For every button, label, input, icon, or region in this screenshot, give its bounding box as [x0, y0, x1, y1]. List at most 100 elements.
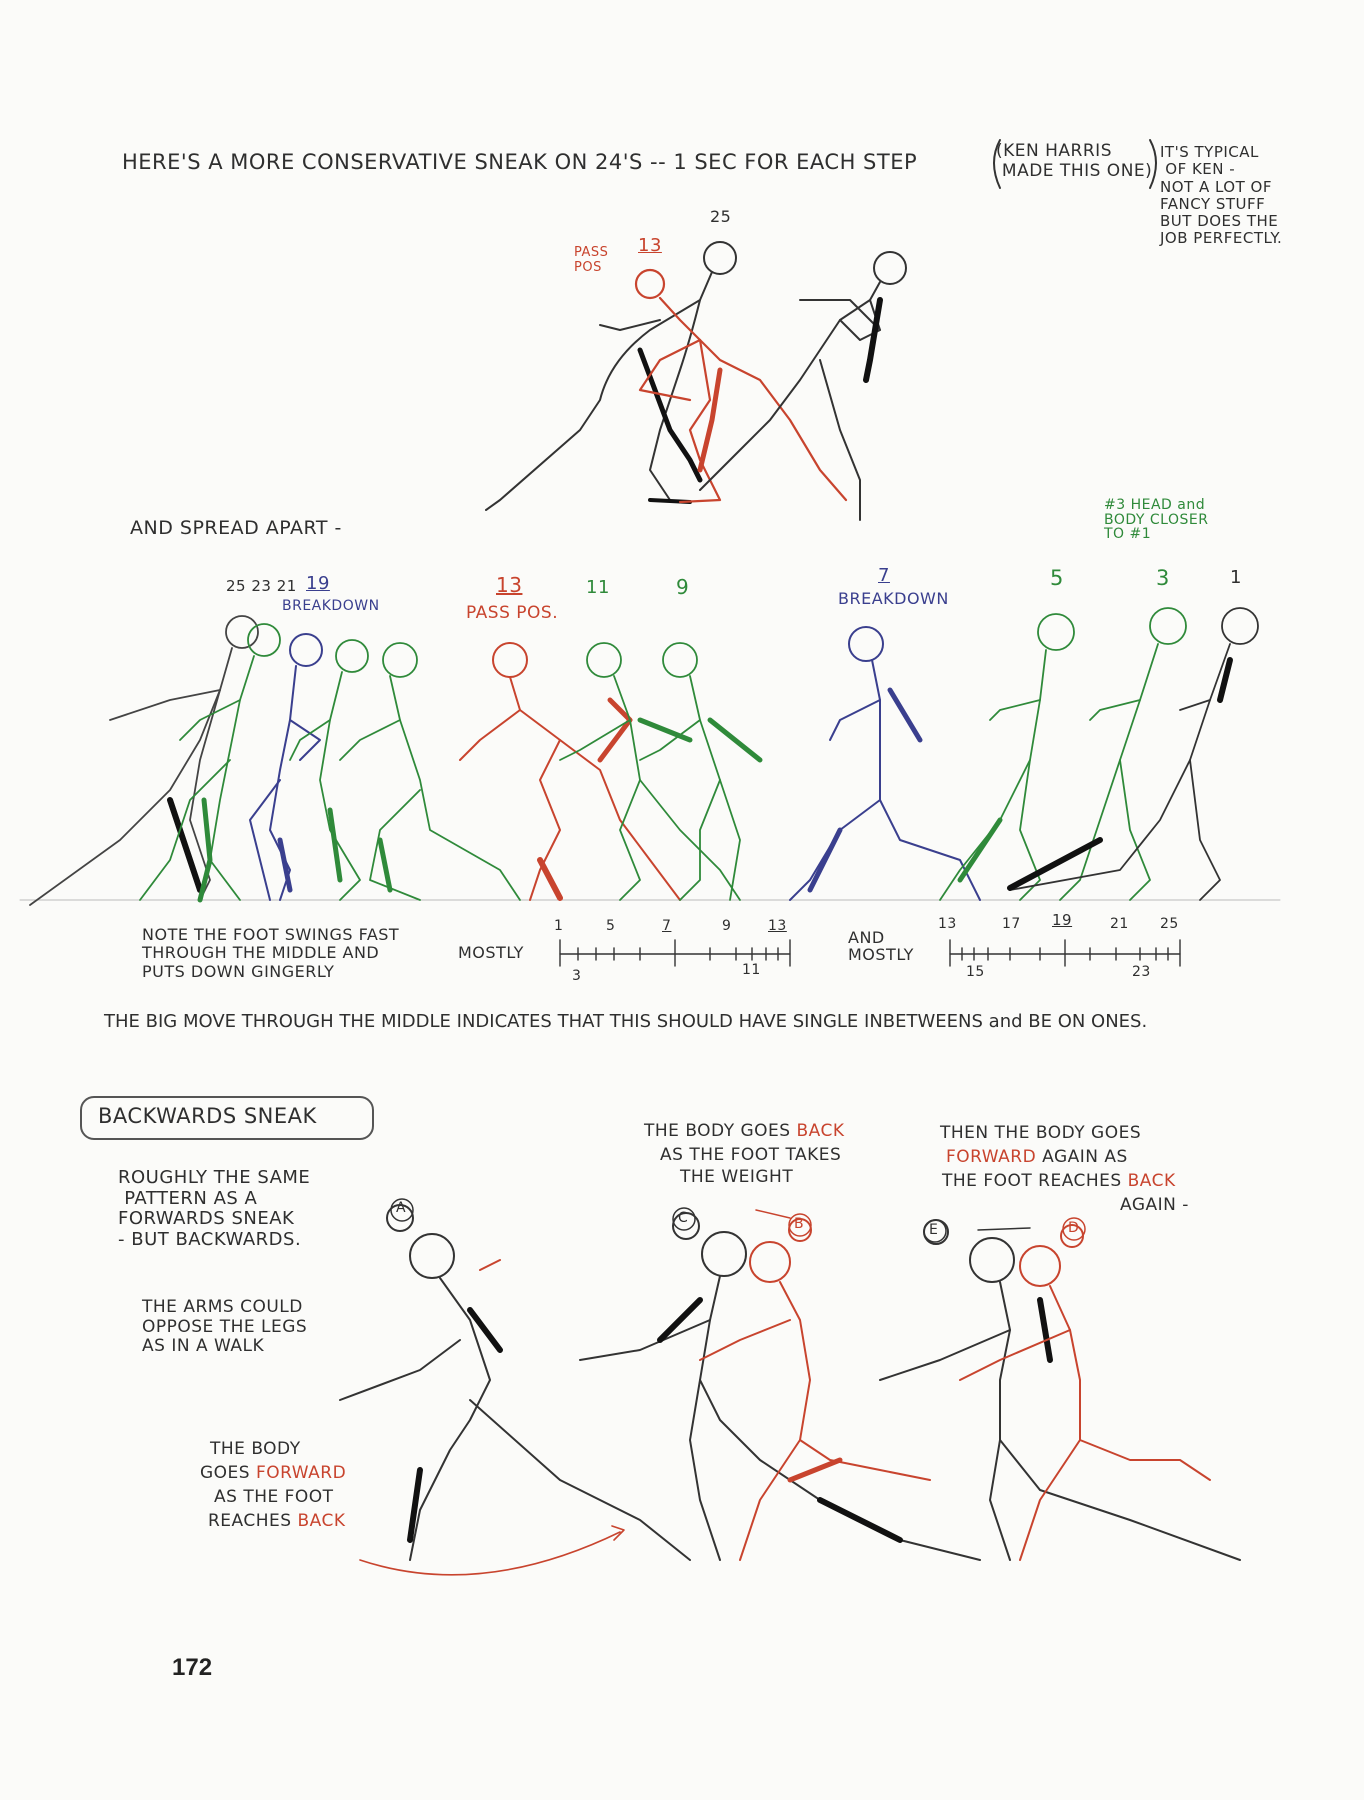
mostly-label-1: MOSTLY — [458, 943, 524, 962]
pose-label-a: A — [396, 1200, 407, 1216]
then-note-1: THEN THE BODY GOES — [940, 1123, 1142, 1143]
reach-back-arrow — [359, 1531, 621, 1576]
chart1-tick-label: 5 — [606, 918, 616, 934]
ken-typical-note: IT'S TYPICAL OF KEN - NOT A LOT OF FANCY… — [1160, 143, 1283, 248]
head-closer-note: #3 HEAD and BODY CLOSER TO #1 — [1104, 497, 1209, 543]
backwards-sneak-title: BACKWARDS SNEAK — [98, 1104, 317, 1128]
backwards-pose-b — [699, 1218, 931, 1561]
breakdown-19-label: BREAKDOWN — [282, 598, 380, 614]
pose-d-circle — [1062, 1217, 1086, 1241]
pose-e-circle — [923, 1219, 947, 1243]
backwards-description: ROUGHLY THE SAME PATTERN AS A FORWARDS S… — [118, 1167, 311, 1251]
pose-d-arrow — [977, 1227, 1031, 1231]
body-forward-word: FORWARD — [256, 1463, 347, 1483]
breakdown-7-label: BREAKDOWN — [838, 589, 949, 608]
body-back-word: BACK — [796, 1121, 845, 1141]
timing-chart-1 — [559, 939, 791, 967]
spread-figure-25 — [29, 615, 259, 906]
body-forward-back-word: BACK — [297, 1511, 346, 1531]
chart1-tick-label: 9 — [722, 918, 732, 934]
credit-parenthesis-close — [1149, 139, 1157, 189]
frame-25-label: 25 — [710, 207, 732, 226]
top-figure-1 — [699, 251, 907, 521]
then-note-4: AGAIN - — [1120, 1195, 1189, 1215]
and-mostly-label: AND MOSTLY — [848, 928, 914, 964]
spread-figure-17 — [289, 639, 369, 901]
frame-13-spread-label: 13 — [496, 573, 523, 597]
pose-b-circle — [788, 1213, 812, 1237]
pose-c-arrow — [755, 1209, 791, 1219]
body-forward-note-4: REACHES BACK — [208, 1511, 346, 1532]
frame-13-label: 13 — [638, 235, 662, 256]
pass-pos-spread-label: PASS POS. — [466, 603, 559, 623]
credit-parenthesis-open — [993, 139, 1001, 189]
arms-oppose-note: THE ARMS COULD OPPOSE THE LEGS AS IN A W… — [142, 1297, 308, 1357]
timing-chart-2 — [949, 939, 1181, 967]
frames-25-23-21: 25 23 21 — [226, 577, 297, 595]
spread-figure-23 — [139, 623, 281, 903]
chart2-tick-label: 13 — [938, 916, 957, 932]
frame-9-label: 9 — [676, 575, 690, 599]
spread-figure-11 — [559, 642, 741, 901]
spread-figure-19 — [249, 633, 323, 901]
pass-pos-label: PASS POS — [574, 245, 609, 275]
body-forward-note-3: AS THE FOOT — [214, 1487, 334, 1507]
body-back-note-2: AS THE FOOT TAKES — [660, 1145, 842, 1165]
pose-a-circle — [390, 1198, 414, 1222]
chart1-tick-label: 11 — [742, 962, 761, 978]
reach-back-arrowhead — [611, 1525, 625, 1541]
then-foot-reaches: THE FOOT REACHES — [942, 1171, 1128, 1191]
pose-label-d: D — [1068, 1220, 1080, 1236]
chart1-tick-label: 3 — [572, 968, 582, 984]
chart1-tick-label: 7 — [662, 918, 672, 934]
spread-figure-1 — [1007, 607, 1259, 901]
backwards-pose-c — [579, 1212, 981, 1561]
backwards-sneak-title-box — [80, 1096, 374, 1140]
ken-harris-credit: (KEN HARRIS MADE THIS ONE) — [996, 141, 1153, 181]
big-move-conclusion: THE BIG MOVE THROUGH THE MIDDLE INDICATE… — [104, 1011, 1148, 1032]
spread-apart-label: AND SPREAD APART - — [130, 517, 342, 539]
spread-figure-7 — [789, 626, 981, 901]
spread-figure-15 — [339, 642, 521, 901]
then-note-2: FORWARD AGAIN AS — [946, 1147, 1128, 1168]
body-forward-note-2: GOES FORWARD — [200, 1463, 347, 1484]
then-note-3: THE FOOT REACHES BACK — [942, 1171, 1176, 1192]
body-forward-reaches: REACHES — [208, 1511, 298, 1531]
pose-label-c: C — [678, 1210, 689, 1226]
frame-3-label: 3 — [1156, 566, 1170, 590]
spread-figure-13 — [459, 642, 681, 901]
body-forward-note-1: THE BODY — [210, 1439, 301, 1459]
chart1-tick-label: 1 — [554, 918, 564, 934]
chart2-tick-label: 15 — [966, 964, 985, 980]
chart2-tick-label: 17 — [1002, 916, 1021, 932]
then-back-word: BACK — [1127, 1171, 1176, 1191]
spread-figure-3 — [1059, 607, 1187, 901]
chart2-tick-label: 21 — [1110, 916, 1129, 932]
body-back-note-1: THE BODY GOES BACK — [644, 1121, 845, 1142]
chart2-tick-label: 23 — [1132, 964, 1151, 980]
frame-19-label: 19 — [306, 573, 330, 594]
body-back-goes: THE BODY GOES — [644, 1121, 797, 1141]
body-back-note-3: THE WEIGHT — [680, 1167, 794, 1187]
backwards-pose-d — [959, 1224, 1211, 1561]
frame-1-label: 1 — [1230, 567, 1242, 588]
then-forward-word: FORWARD — [946, 1147, 1037, 1167]
frame-7-label: 7 — [878, 565, 890, 586]
top-headline: HERE'S A MORE CONSERVATIVE SNEAK ON 24'S… — [122, 150, 918, 174]
chart2-tick-label: 25 — [1160, 916, 1179, 932]
spread-figure-9 — [639, 642, 763, 901]
chart2-tick-label: 19 — [1052, 911, 1073, 929]
chart1-tick-label: 13 — [768, 918, 787, 934]
spread-figure-5 — [939, 613, 1075, 901]
page-number: 172 — [172, 1654, 213, 1681]
frame-5-label: 5 — [1050, 566, 1064, 590]
body-forward-goes: GOES — [200, 1463, 256, 1483]
pose-c-circle — [672, 1207, 696, 1231]
then-again-as: AGAIN AS — [1036, 1147, 1128, 1167]
pose-label-b: B — [794, 1216, 805, 1232]
backwards-pose-a — [339, 1204, 691, 1561]
top-figure-13 — [634, 268, 848, 504]
foot-swings-note: NOTE THE FOOT SWINGS FAST THROUGH THE MI… — [142, 925, 400, 981]
pose-label-e: E — [929, 1222, 939, 1238]
